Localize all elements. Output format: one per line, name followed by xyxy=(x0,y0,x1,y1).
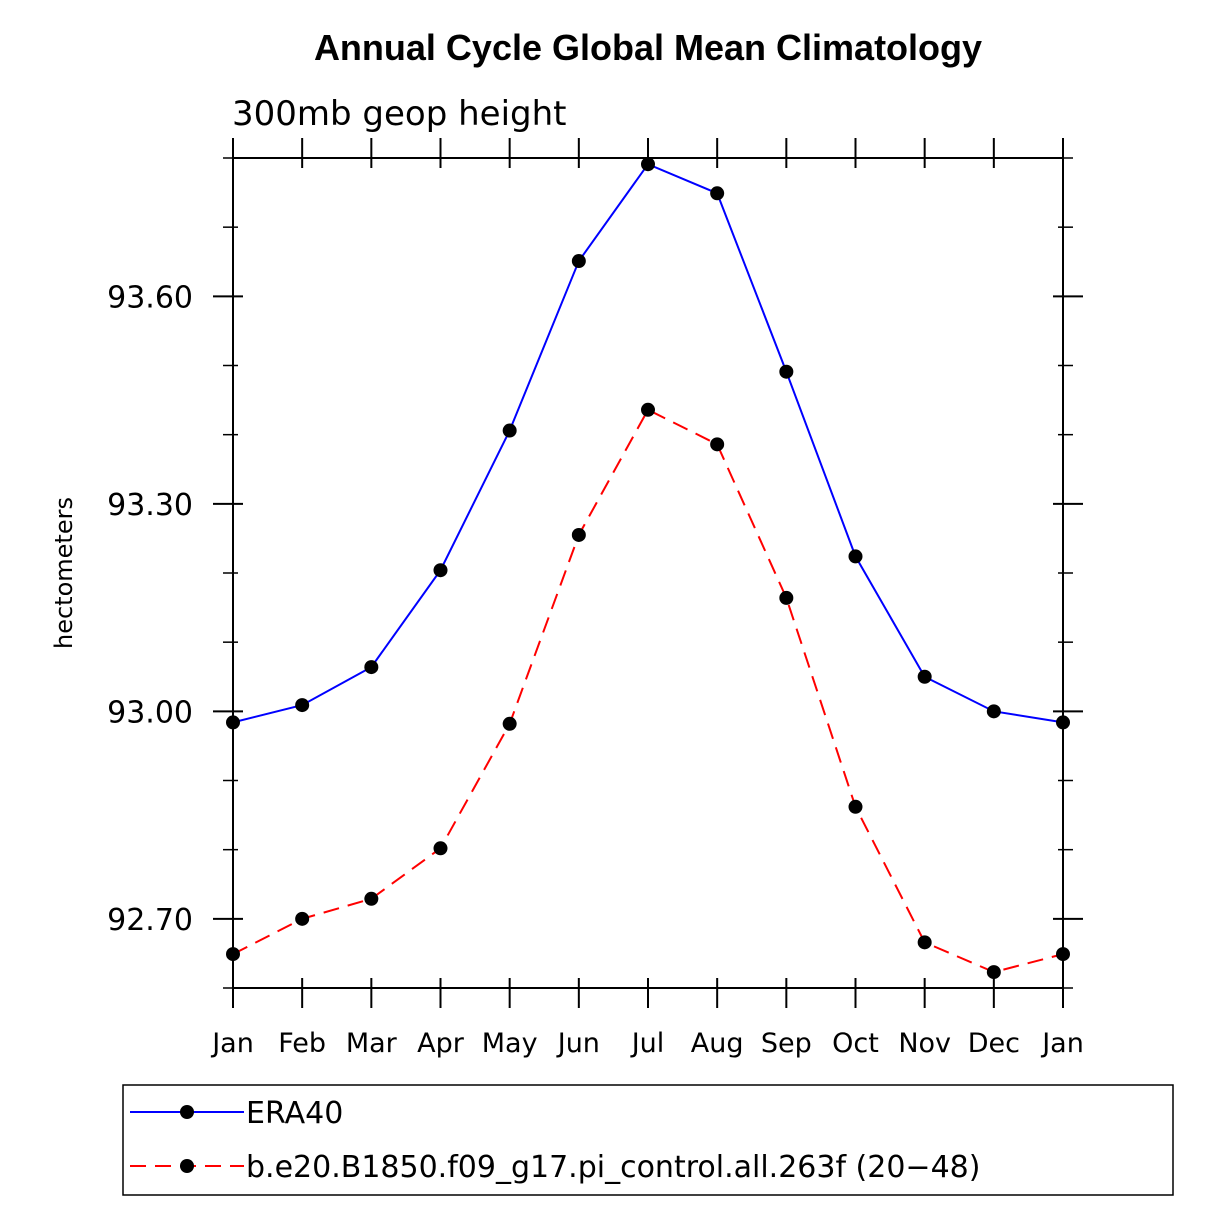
series-2-point xyxy=(986,965,1001,980)
series-1-point xyxy=(295,698,310,713)
y-tick-label: 92.70 xyxy=(107,903,193,938)
legend: ERA40 b.e20.B1850.f09_g17.pi_control.all.… xyxy=(122,1084,1174,1196)
series-1-point xyxy=(779,364,794,379)
series-2-point xyxy=(641,402,655,417)
plot-frame xyxy=(232,157,1064,989)
x-tick-label: Mar xyxy=(346,1028,398,1059)
series-1-point xyxy=(986,704,1001,719)
legend-label-2: b.e20.B1850.f09_g17.pi_control.all.263f … xyxy=(246,1150,980,1185)
series-1-point xyxy=(641,157,655,172)
series-2-point xyxy=(779,590,794,605)
y-tick-label: 93.60 xyxy=(107,280,193,315)
series-2-point xyxy=(364,891,379,906)
x-tick-labels: Jan Feb Mar Apr May Jun Jul Aug Sep Oct Nov Dec Jan xyxy=(210,1028,1084,1059)
chart-title: Annual Cycle Global Mean Climatology xyxy=(314,27,982,68)
x-tick-label: Jun xyxy=(556,1028,600,1059)
x-tick-label: May xyxy=(482,1028,538,1059)
series-2-point xyxy=(1056,947,1070,962)
series-layer xyxy=(226,157,1070,980)
x-tick-label: Oct xyxy=(832,1028,879,1059)
y-tick-label: 93.30 xyxy=(107,488,193,523)
x-tick-label: Nov xyxy=(898,1028,951,1059)
y-tick-label: 93.00 xyxy=(107,695,193,730)
y-axis-label: hectometers xyxy=(50,497,78,649)
legend-label-1: ERA40 xyxy=(246,1096,343,1131)
series-2-point xyxy=(571,527,586,542)
x-tick-label: Aug xyxy=(691,1028,744,1059)
series-2-point xyxy=(710,437,725,452)
series-1-point xyxy=(502,423,517,438)
legend-marker-1 xyxy=(180,1105,194,1119)
x-tick-label: Jan xyxy=(210,1028,254,1059)
legend-box xyxy=(122,1084,1174,1196)
x-tick-label: Dec xyxy=(968,1028,1020,1059)
legend-items: ERA40 b.e20.B1850.f09_g17.pi_control.all.… xyxy=(130,1096,980,1185)
x-tick-label: Sep xyxy=(761,1028,812,1059)
series-1-point xyxy=(710,186,725,201)
series-1-point xyxy=(226,715,240,730)
series-1-point xyxy=(571,254,586,269)
series-2-point xyxy=(295,911,310,926)
x-tick-label: Jul xyxy=(630,1028,665,1059)
x-tick-label: Feb xyxy=(278,1028,326,1059)
series-2-point xyxy=(502,716,517,731)
legend-marker-2 xyxy=(180,1159,194,1173)
series-line-2 xyxy=(232,408,1064,974)
series-1-point xyxy=(917,669,932,684)
series-1-point xyxy=(848,549,863,564)
series-2-point xyxy=(848,799,863,814)
chart-subtitle: 300mb geop height xyxy=(232,94,566,134)
series-1-point xyxy=(364,660,379,675)
series-2-point xyxy=(433,841,448,856)
series-line-1 xyxy=(232,162,1064,724)
series-2-point xyxy=(226,947,240,962)
series-1-point xyxy=(1056,715,1070,730)
x-tick-label: Apr xyxy=(417,1028,465,1059)
axis-ticks xyxy=(213,138,1083,1008)
x-tick-label: Jan xyxy=(1040,1028,1084,1059)
series-1-point xyxy=(433,563,448,578)
y-tick-labels: 92.70 93.00 93.30 93.60 xyxy=(107,280,193,938)
series-2-point xyxy=(917,935,932,950)
